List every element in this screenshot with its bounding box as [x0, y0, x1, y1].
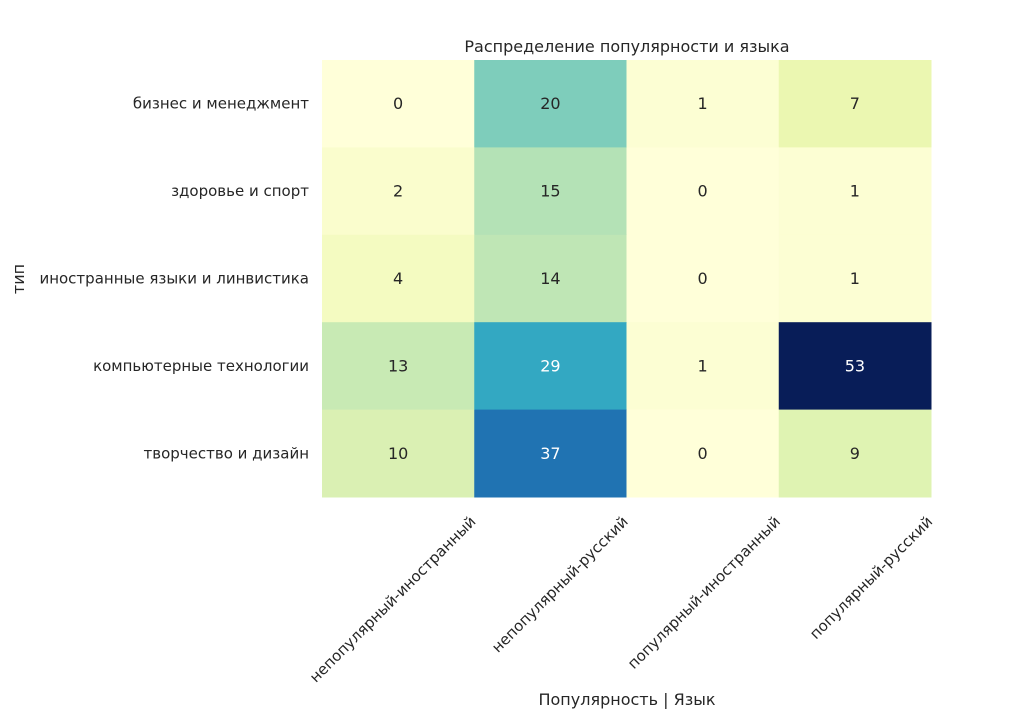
y-tick-label: творчество и дизайн	[144, 444, 310, 462]
heatmap-cell	[322, 322, 475, 411]
heatmap-cell	[626, 322, 780, 411]
heatmap-cell	[474, 234, 627, 323]
cell-value-label: 1	[698, 356, 708, 375]
heatmap-cell	[474, 60, 627, 148]
heatmap-cell	[474, 409, 627, 498]
y-axis-label: тип	[9, 264, 28, 294]
cell-value-label: 14	[540, 269, 560, 288]
cell-value-label: 13	[388, 356, 408, 375]
heatmap-cell	[778, 322, 932, 411]
x-tick-label: непопулярный-русский	[488, 513, 632, 657]
y-tick-label: здоровье и спорт	[171, 182, 309, 200]
cell-value-label: 2	[393, 182, 403, 201]
heatmap-cell	[322, 147, 475, 236]
y-tick-label: бизнес и менеджмент	[133, 95, 309, 113]
cell-value-label: 0	[698, 182, 708, 201]
x-axis-ticks: непопулярный-иностранный непопулярный-рус…	[306, 513, 936, 686]
cell-value-label: 15	[540, 182, 560, 201]
cell-value-label: 29	[540, 356, 560, 375]
chart-title: Распределение популярности и языка	[464, 37, 789, 56]
cell-value-label: 1	[698, 94, 708, 113]
x-axis-label: Популярность | Язык	[538, 690, 715, 709]
heatmap-cell	[322, 234, 475, 323]
cell-value-label: 53	[845, 356, 865, 375]
heatmap-cell	[778, 60, 932, 148]
heatmap-cell	[474, 322, 627, 411]
heatmap-cell	[322, 60, 475, 148]
heatmap-cell	[778, 409, 932, 498]
y-tick-label: компьютерные технологии	[93, 357, 309, 375]
heatmap-cell	[626, 234, 780, 323]
x-tick-label: популярный-русский	[806, 513, 936, 643]
x-tick-label: популярный-иностранный	[624, 513, 784, 673]
cell-value-label: 0	[393, 94, 403, 113]
heatmap-cell	[778, 147, 932, 236]
heatmap-cell	[626, 409, 780, 498]
heatmap-cell	[474, 147, 627, 236]
cell-value-label: 0	[698, 269, 708, 288]
cell-value-label: 20	[540, 94, 560, 113]
heatmap-cell	[626, 147, 780, 236]
cell-value-label: 1	[850, 269, 860, 288]
heatmap-cell	[778, 234, 932, 323]
y-tick-label: иностранные языки и линвистика	[39, 270, 309, 288]
cell-value-label: 9	[850, 444, 860, 463]
cell-value-label: 0	[698, 444, 708, 463]
heatmap-cell	[322, 409, 475, 498]
y-axis-ticks: бизнес и менеджмент здоровье и спорт иност…	[39, 95, 309, 463]
heatmap-cell	[626, 60, 780, 148]
cell-value-label: 4	[393, 269, 403, 288]
cell-value-label: 10	[388, 444, 408, 463]
cell-value-label: 7	[850, 94, 860, 113]
x-tick-label: непопулярный-иностранный	[306, 513, 479, 686]
cell-value-label: 1	[850, 182, 860, 201]
cell-value-label: 37	[540, 444, 560, 463]
